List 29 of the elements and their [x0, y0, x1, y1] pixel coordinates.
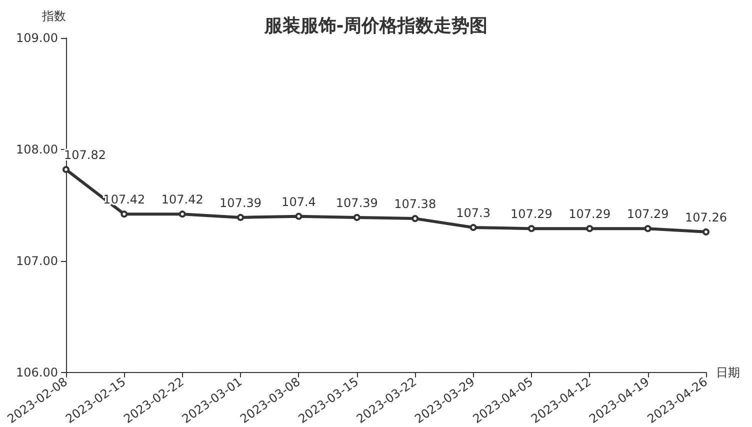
- data-label: 107.39: [220, 196, 262, 210]
- y-tick-label: 106.00: [16, 365, 58, 380]
- data-label: 107.4: [282, 194, 316, 209]
- point: [237, 214, 244, 221]
- point: [295, 212, 302, 220]
- x-axis-title: 日期: [716, 365, 740, 380]
- point: [62, 166, 70, 174]
- data-label: 107.29: [510, 207, 552, 222]
- y-axis-title: 指数: [41, 9, 66, 23]
- data-label: 107.42: [161, 192, 204, 207]
- data-label: 107.38: [394, 197, 436, 212]
- y-tick-label: 108.00: [16, 142, 58, 156]
- point: [528, 225, 535, 232]
- y-tick-label: 107.00: [16, 254, 58, 268]
- point: [412, 215, 419, 222]
- data-label: 107.26: [685, 210, 727, 224]
- point: [178, 210, 186, 218]
- data-label: 107.39: [336, 196, 378, 210]
- y-tick-label: 109.00: [16, 31, 58, 45]
- point: [353, 214, 360, 221]
- data-label: 107.3: [456, 206, 490, 220]
- data-label: 107.29: [568, 207, 611, 222]
- point: [470, 224, 477, 231]
- point: [586, 225, 594, 232]
- point: [644, 225, 652, 232]
- point: [702, 228, 710, 236]
- data-label: 107.29: [626, 207, 669, 222]
- chart-title: 服装服饰-周价格指数走势图: [263, 16, 488, 36]
- point: [120, 210, 128, 218]
